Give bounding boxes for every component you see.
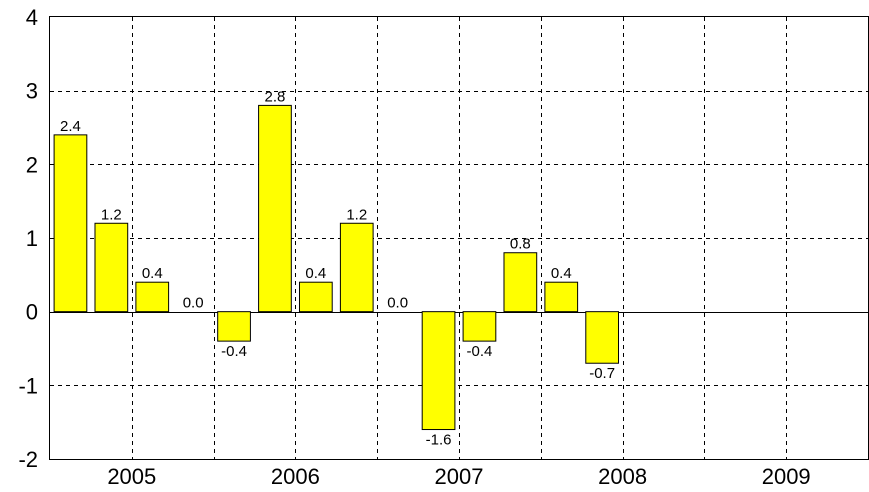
bar-labels: 2.4 1.2 0.4 0.0 -0.4 2.8 0.4 1.2 0.0 -1.6 -0.4 0.8 0… [60, 88, 615, 448]
bar [217, 311, 251, 342]
bar [503, 252, 538, 313]
bar-value-label: -0.4 [221, 343, 247, 360]
y-axis-ticks: 4 3 2 1 0 -1 -2 [18, 5, 38, 472]
bar-value-label: 1.2 [346, 206, 367, 223]
x-axis-ticks: 2005 2006 2007 2008 2009 [107, 464, 810, 489]
y-tick-label: 0 [26, 300, 38, 325]
bar-value-label: -0.4 [467, 343, 493, 360]
bar [544, 281, 579, 313]
y-tick-label: -2 [18, 447, 38, 472]
bar-value-label: 2.8 [265, 88, 286, 105]
bar-value-label: 0.4 [551, 265, 572, 282]
bar [53, 134, 88, 313]
bar-value-label: 0.8 [510, 236, 531, 253]
y-tick-label: 1 [26, 226, 38, 251]
y-tick-label: 2 [26, 152, 38, 177]
bar-value-label: 0.0 [183, 295, 204, 312]
bar [298, 281, 333, 313]
bar [94, 222, 129, 313]
bar [135, 281, 170, 313]
bars [53, 104, 620, 431]
x-tick-label: 2005 [107, 464, 156, 489]
bar-value-label: 1.2 [101, 206, 122, 223]
bar [258, 104, 292, 313]
bar [585, 311, 620, 364]
bar [462, 311, 497, 342]
x-tick-label: 2009 [762, 464, 811, 489]
y-tick-label: 3 [26, 79, 38, 104]
bar-value-label: 0.4 [142, 265, 163, 282]
y-tick-label: -1 [18, 373, 38, 398]
x-tick-label: 2006 [271, 464, 320, 489]
y-tick-label: 4 [26, 5, 38, 30]
bar-value-label: 0.4 [305, 265, 326, 282]
bar-value-label: -1.6 [426, 432, 452, 449]
x-tick-label: 2008 [598, 464, 647, 489]
bar-value-label: 0.0 [387, 295, 408, 312]
x-tick-label: 2007 [435, 464, 484, 489]
bar-value-label: 2.4 [60, 118, 81, 135]
bar [421, 311, 456, 431]
bar [339, 222, 374, 313]
grid-lines [50, 17, 868, 459]
bar-value-label: -0.7 [589, 365, 615, 382]
